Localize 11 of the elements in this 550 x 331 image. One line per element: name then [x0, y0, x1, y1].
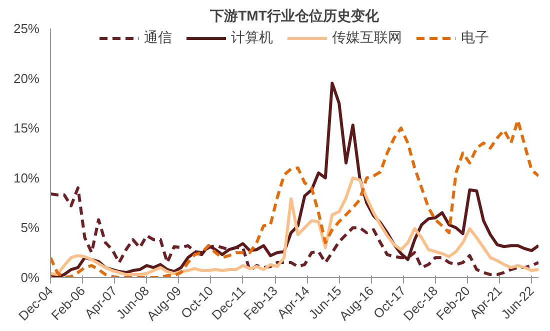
- y-tick-label: 20%: [13, 70, 40, 86]
- y-tick-label: 25%: [13, 21, 40, 36]
- legend-label: 通信: [144, 29, 172, 47]
- legend-label: 传媒互联网: [332, 29, 402, 47]
- chart-title: 下游TMT行业仓位历史变化: [209, 8, 380, 24]
- y-tick-label: 10%: [13, 170, 40, 186]
- y-tick-label: 15%: [13, 120, 40, 136]
- legend-label: 计算机: [231, 29, 273, 47]
- y-tick-label: 0%: [20, 270, 40, 285]
- y-tick-label: 5%: [20, 220, 40, 236]
- legend-label: 电子: [461, 29, 489, 47]
